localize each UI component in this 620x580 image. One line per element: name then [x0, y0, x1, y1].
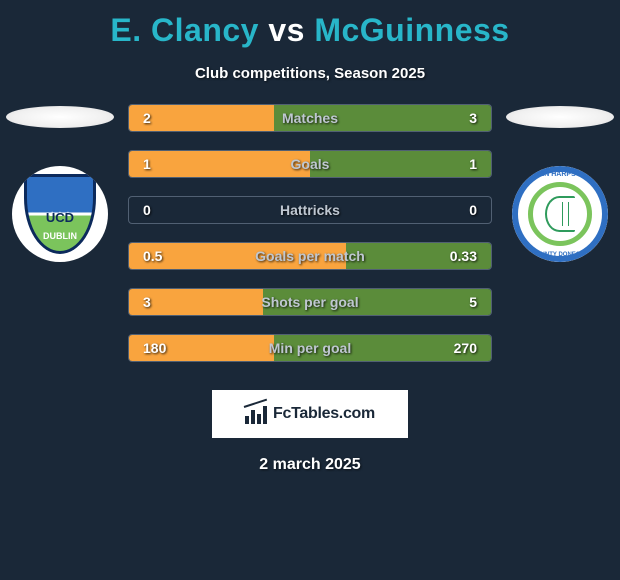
left-side: ▲▲▲ UCD DUBLIN [0, 104, 120, 262]
team2-logo: FINN HARPS FC COUNTY DONEGAL [512, 166, 608, 262]
stat-row: 11Goals [128, 150, 492, 178]
stat-label: Goals per match [129, 243, 491, 269]
stat-row: 23Matches [128, 104, 492, 132]
stat-label: Hattricks [129, 197, 491, 223]
subtitle: Club competitions, Season 2025 [0, 65, 620, 82]
stat-row: 00Hattricks [128, 196, 492, 224]
stat-row: 180270Min per goal [128, 334, 492, 362]
team1-sub: DUBLIN [43, 231, 77, 241]
player2-photo [506, 106, 614, 128]
stat-label: Goals [129, 151, 491, 177]
brand-icon [245, 404, 267, 424]
main-layout: ▲▲▲ UCD DUBLIN 23Matches 11Goals 00Hattric… [0, 104, 620, 380]
player2-name: McGuinness [314, 12, 509, 48]
team2-name: FINN HARPS FC [512, 171, 608, 178]
stat-row: 0.50.33Goals per match [128, 242, 492, 270]
brand-box: FcTables.com [212, 390, 408, 438]
stat-label: Matches [129, 105, 491, 131]
stat-row: 35Shots per goal [128, 288, 492, 316]
right-side: FINN HARPS FC COUNTY DONEGAL [500, 104, 620, 262]
brand-text: FcTables.com [273, 405, 375, 423]
stat-label: Min per goal [129, 335, 491, 361]
vs-separator: vs [268, 12, 305, 48]
team1-logo: ▲▲▲ UCD DUBLIN [12, 166, 108, 262]
stat-label: Shots per goal [129, 289, 491, 315]
date-label: 2 march 2025 [0, 456, 620, 474]
comparison-title: E. Clancy vs McGuinness [0, 0, 620, 49]
player1-photo [6, 106, 114, 128]
team2-sub: COUNTY DONEGAL [512, 252, 608, 258]
team1-abbrev: UCD [46, 210, 74, 225]
stats-panel: 23Matches 11Goals 00Hattricks 0.50.33Goals … [120, 104, 500, 380]
player1-name: E. Clancy [110, 12, 259, 48]
